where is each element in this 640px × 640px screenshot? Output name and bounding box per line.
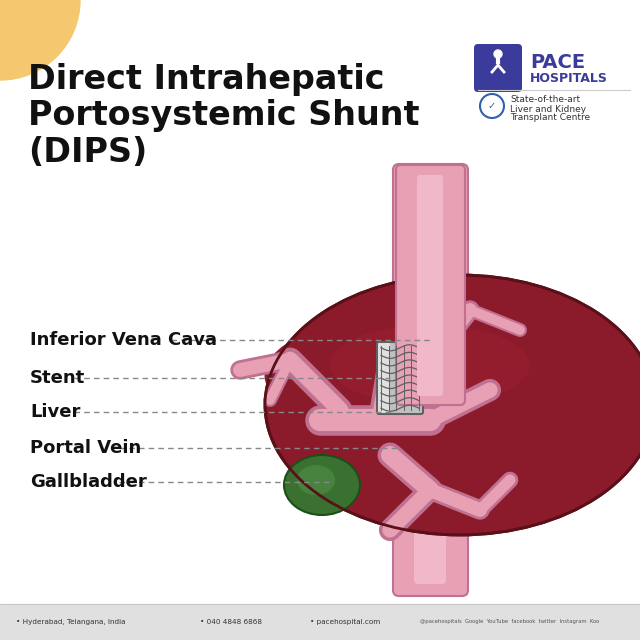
Text: ✓: ✓	[488, 101, 496, 111]
Text: Gallbladder: Gallbladder	[30, 473, 147, 491]
FancyBboxPatch shape	[378, 343, 390, 413]
Text: • pacehospital.com: • pacehospital.com	[310, 619, 380, 625]
Text: Inferior Vena Cava: Inferior Vena Cava	[30, 331, 217, 349]
Ellipse shape	[460, 385, 580, 465]
Circle shape	[0, 0, 80, 80]
Bar	[0, 604, 640, 640]
FancyBboxPatch shape	[417, 175, 443, 396]
FancyBboxPatch shape	[393, 164, 468, 596]
Ellipse shape	[330, 325, 530, 405]
Text: @pacehospitals  Google  YouTube  facebook  twitter  Instagram  Koo: @pacehospitals Google YouTube facebook t…	[420, 620, 599, 625]
Text: Stent: Stent	[30, 369, 85, 387]
Wedge shape	[540, 344, 620, 435]
Text: Portal Vein: Portal Vein	[30, 439, 141, 457]
Ellipse shape	[264, 310, 616, 440]
Text: (DIPS): (DIPS)	[28, 136, 147, 168]
FancyBboxPatch shape	[414, 176, 446, 584]
Ellipse shape	[284, 455, 360, 515]
FancyBboxPatch shape	[396, 165, 465, 405]
Text: PACE: PACE	[530, 52, 585, 72]
FancyBboxPatch shape	[377, 342, 423, 414]
Text: Direct Intrahepatic: Direct Intrahepatic	[28, 63, 385, 97]
Text: • 040 4848 6868: • 040 4848 6868	[200, 619, 262, 625]
Text: Transplant Centre: Transplant Centre	[510, 113, 590, 122]
Text: HOSPITALS: HOSPITALS	[530, 72, 608, 84]
Text: State-of-the-art: State-of-the-art	[510, 95, 580, 104]
Ellipse shape	[297, 465, 335, 495]
Ellipse shape	[265, 275, 640, 535]
Circle shape	[494, 50, 502, 58]
Text: • Hyderabad, Telangana, India: • Hyderabad, Telangana, India	[16, 619, 125, 625]
Text: Liver: Liver	[30, 403, 81, 421]
Text: Liver and Kidney: Liver and Kidney	[510, 104, 586, 113]
Text: Portosystemic Shunt: Portosystemic Shunt	[28, 99, 419, 132]
Circle shape	[480, 94, 504, 118]
FancyBboxPatch shape	[474, 44, 522, 92]
